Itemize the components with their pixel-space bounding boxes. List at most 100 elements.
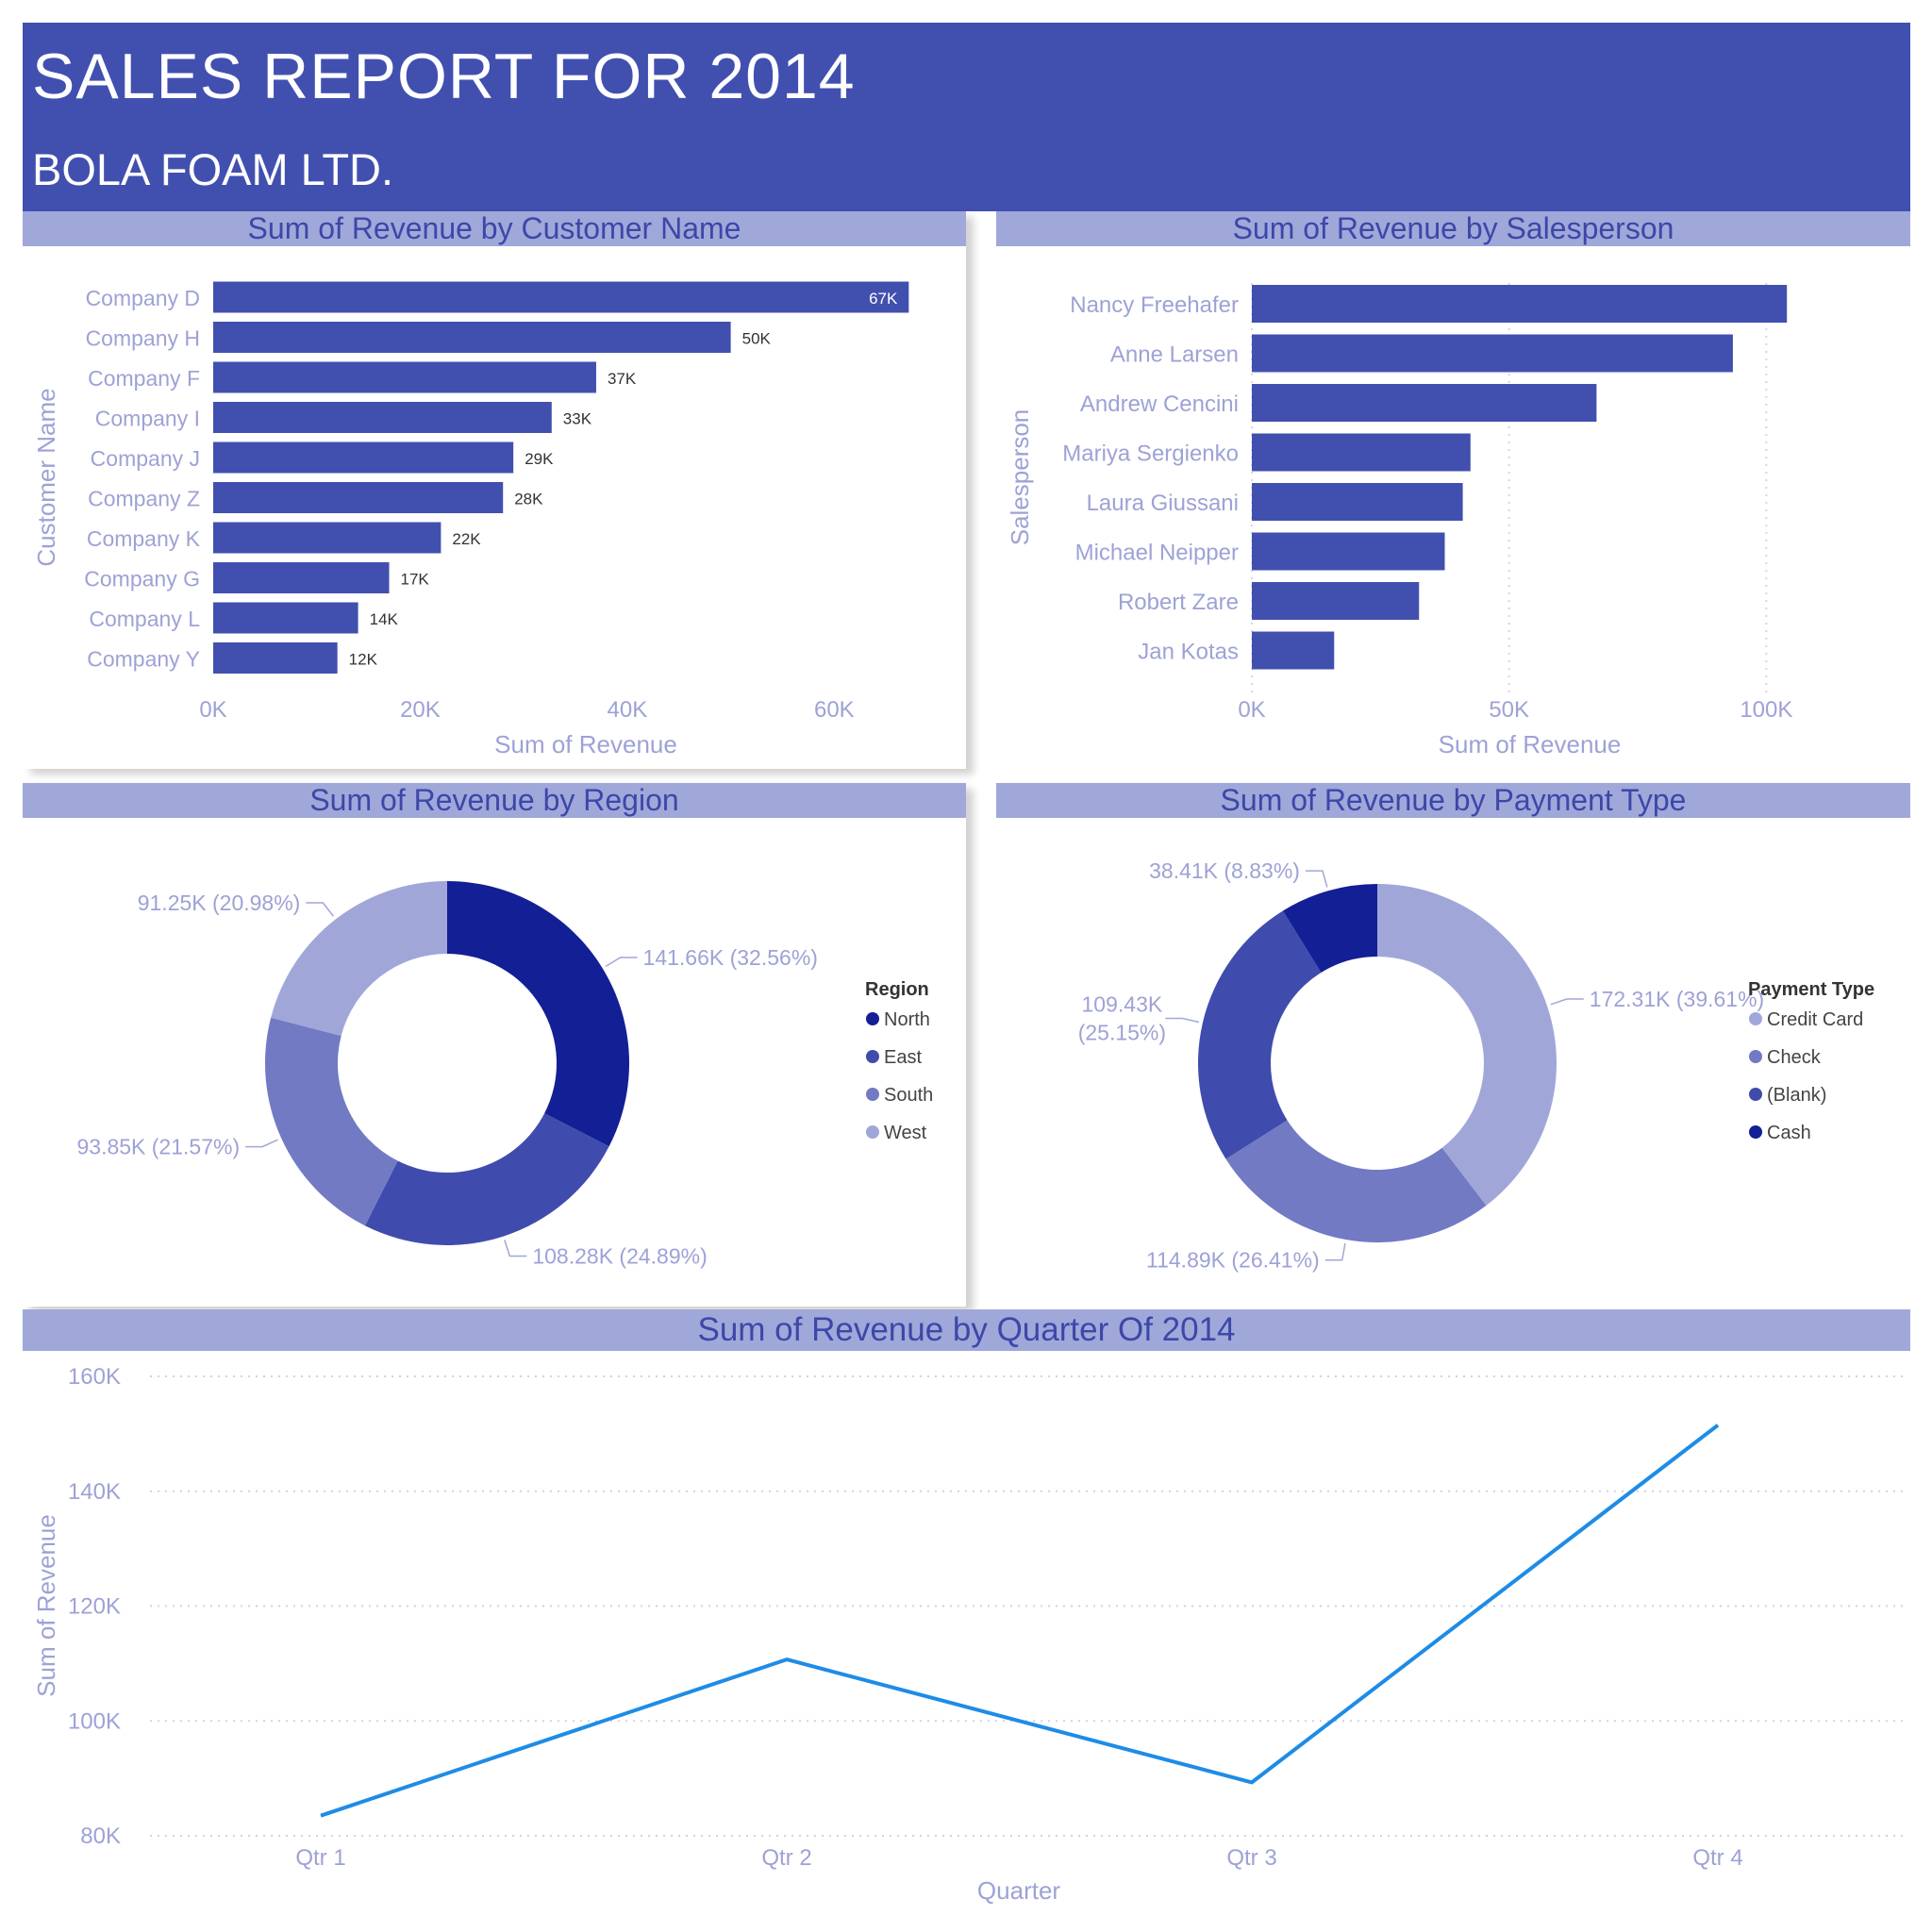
payment-data-label: 114.89K (26.41%) (1146, 1248, 1320, 1273)
salesperson-tick-label: 50K (1489, 697, 1529, 723)
customer-data-label: 33K (563, 410, 592, 428)
customer-data-label: 29K (525, 450, 554, 468)
salesperson-tick-label: 0K (1238, 697, 1265, 723)
region-slice (364, 1113, 609, 1245)
region-legend-label: North (884, 1009, 930, 1030)
quarter-chart-title: Sum of Revenue by Quarter Of 2014 (23, 1309, 1910, 1351)
payment-data-label: 172.31K (39.61%) (1590, 987, 1764, 1011)
salesperson-category-label: Anne Larsen (1110, 342, 1239, 368)
region-revenue-panel: Sum of Revenue by Region 141.66K (32.56%… (23, 783, 966, 1307)
payment-data-label: 38.41K (8.83%) (1149, 858, 1300, 883)
quarter-series-line (320, 1424, 1720, 1818)
payment-leader-line (1305, 870, 1328, 888)
salesperson-category-label: Mariya Sergienko (1062, 441, 1239, 467)
salesperson-bar (1252, 285, 1788, 323)
customer-data-label: 22K (452, 530, 481, 548)
salesperson-category-label: Michael Neipper (1075, 541, 1239, 566)
region-slice (265, 1017, 398, 1226)
quarter-x-tick-label: Qtr 3 (1226, 1845, 1276, 1871)
customer-bar (213, 642, 338, 674)
quarter-revenue-panel: Sum of Revenue by Quarter Of 2014 80K 100… (23, 1309, 1910, 1918)
payment-legend-marker (1749, 1012, 1762, 1025)
salesperson-tick-label: 100K (1740, 697, 1792, 723)
region-legend-label: South (884, 1085, 933, 1106)
customer-bar (213, 402, 552, 433)
customer-category-label: Company K (87, 526, 201, 551)
customer-y-axis-title: Customer Name (32, 388, 60, 566)
salesperson-category-label: Laura Giussani (1087, 491, 1239, 516)
customer-data-label: 12K (349, 651, 378, 669)
payment-slice (1198, 910, 1322, 1159)
customer-category-label: Company D (86, 286, 200, 310)
customer-data-label: 67K (869, 290, 898, 308)
payment-legend-label: Credit Card (1767, 1009, 1863, 1030)
payment-legend-title: Payment Type (1748, 979, 1874, 1000)
salesperson-bar (1252, 384, 1597, 422)
region-donut-chart: 141.66K (32.56%) 108.28K (24.89%) 93.85K (… (76, 881, 933, 1269)
customer-revenue-panel: Sum of Revenue by Customer Name Company … (23, 211, 966, 769)
salesperson-bar (1252, 433, 1471, 472)
region-data-label: 141.66K (32.56%) (643, 945, 818, 970)
region-legend-marker (866, 1125, 879, 1139)
region-data-label: 108.28K (24.89%) (532, 1244, 707, 1269)
customer-bar (213, 322, 731, 353)
payment-legend-label: (Blank) (1767, 1085, 1826, 1106)
region-chart-title: Sum of Revenue by Region (23, 783, 966, 818)
region-leader-line (605, 957, 638, 968)
region-legend-marker (866, 1012, 879, 1025)
payment-legend-label: Cash (1767, 1123, 1811, 1143)
payment-slice (1225, 1120, 1487, 1242)
salesperson-y-axis-title: Salesperson (1006, 409, 1034, 546)
salesperson-category-label: Andrew Cencini (1080, 391, 1239, 417)
salesperson-x-axis-title: Sum of Revenue (1439, 730, 1622, 758)
customer-category-label: Company Y (87, 647, 200, 672)
region-slice (447, 881, 630, 1147)
salesperson-revenue-panel: Sum of Revenue by Salesperson Nancy Free… (996, 211, 1910, 769)
region-legend-title: Region (865, 979, 929, 1000)
salesperson-chart-title: Sum of Revenue by Salesperson (996, 211, 1910, 246)
region-legend-marker (866, 1088, 879, 1101)
payment-legend-marker (1749, 1050, 1762, 1063)
customer-bar (213, 522, 441, 554)
customer-category-label: Company F (88, 366, 200, 391)
payment-slice (1282, 884, 1377, 973)
quarter-x-tick-label: Qtr 2 (761, 1845, 811, 1871)
customer-bar-chart: Company D 67K Company H 50K Company F 37K Comp… (32, 281, 909, 758)
payment-legend-label: Check (1767, 1047, 1822, 1068)
payment-chart-title: Sum of Revenue by Payment Type (996, 783, 1910, 818)
quarter-x-tick-label: Qtr 1 (295, 1845, 345, 1871)
payment-leader-line (1324, 1242, 1346, 1261)
region-legend-label: West (884, 1123, 927, 1143)
quarter-line-chart: 80K 100K 120K 140K 160K Qtr 1 Qtr 2 Qtr 3 Qtr 4 Q… (32, 1364, 1905, 1905)
region-data-label: 93.85K (21.57%) (76, 1135, 240, 1159)
region-legend-marker (866, 1050, 879, 1063)
quarter-x-axis-title: Quarter (977, 1876, 1060, 1905)
region-data-label: 91.25K (20.98%) (138, 891, 301, 915)
customer-category-label: Company Z (88, 487, 200, 511)
payment-legend-marker (1749, 1125, 1762, 1139)
payment-leader-line (1165, 1017, 1200, 1024)
quarter-y-tick-label: 140K (68, 1479, 121, 1505)
quarter-y-tick-label: 100K (68, 1708, 121, 1734)
customer-bar (213, 562, 390, 593)
report-title: SALES REPORT FOR 2014 (32, 41, 856, 112)
payment-donut-chart: 172.31K (39.61%) 114.89K (26.41%) 109.43K (… (1078, 858, 1874, 1273)
report-subtitle: BOLA FOAM LTD. (32, 144, 394, 194)
quarter-y-tick-label: 120K (68, 1594, 121, 1620)
customer-bar (213, 281, 909, 313)
payment-data-label: (25.15%) (1078, 1021, 1166, 1045)
salesperson-bar (1252, 334, 1733, 373)
payment-data-label: 109.43K (1082, 992, 1163, 1017)
payment-legend-marker (1749, 1088, 1762, 1101)
customer-x-axis-title: Sum of Revenue (494, 730, 677, 758)
salesperson-bar (1252, 483, 1463, 521)
customer-category-label: Company J (91, 446, 200, 471)
customer-tick-label: 40K (608, 697, 648, 723)
customer-tick-label: 60K (814, 697, 855, 723)
report-header: SALES REPORT FOR 2014 BOLA FOAM LTD. (23, 23, 1910, 211)
salesperson-category-label: Robert Zare (1118, 590, 1239, 615)
salesperson-bar (1252, 631, 1335, 670)
customer-data-label: 14K (370, 610, 399, 628)
customer-category-label: Company G (84, 567, 200, 591)
salesperson-bar (1252, 582, 1420, 620)
